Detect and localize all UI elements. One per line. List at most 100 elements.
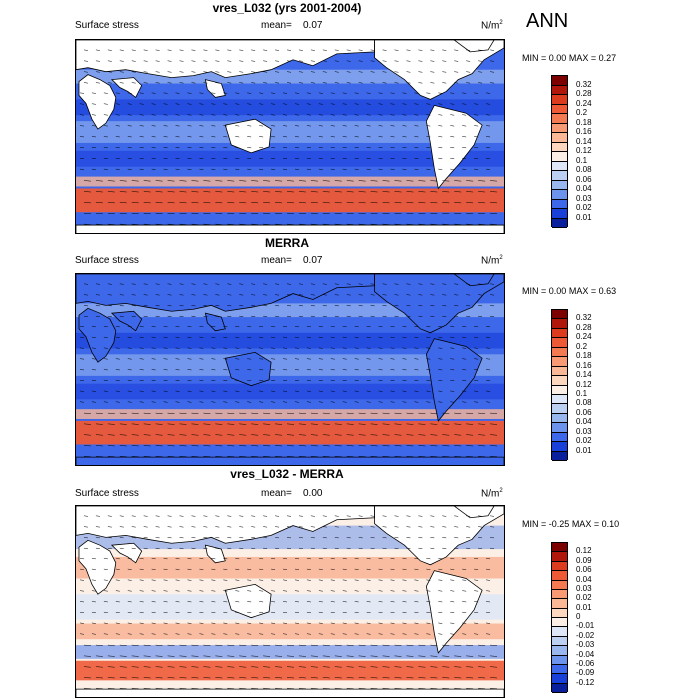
wind-vector [490,655,498,657]
wind-vector [442,191,450,193]
wind-vector [406,202,414,204]
wind-vector [366,579,371,581]
wind-vector [310,82,315,84]
wind-vector [247,590,252,592]
wind-vector [450,358,455,360]
wind-vector [322,434,330,436]
wind-vector [454,687,462,690]
wind-vector [366,390,371,392]
colorbar-tick-label: -0.06 [576,658,595,668]
wind-vector [474,125,479,127]
wind-vector [414,611,419,614]
wind-vector [318,590,323,592]
wind-vector [466,677,474,679]
wind-vector [466,537,471,539]
wind-vector [211,633,216,635]
wind-vector [115,611,120,614]
wind-vector [155,191,163,193]
wind-vector [378,125,383,127]
wind-vector [294,114,299,116]
wind-vector [462,147,467,149]
wind-vector [382,434,390,436]
wind-vector [155,666,163,668]
wind-vector [402,336,407,338]
wind-vector [426,379,431,382]
wind-vector [430,412,438,414]
wind-vector [466,223,474,225]
wind-vector [179,515,184,517]
wind-vector [414,147,419,149]
wind-vector [91,390,96,392]
wind-vector [155,305,160,307]
wind-vector [382,71,387,73]
wind-vector [486,601,491,603]
wind-vector [318,401,323,403]
wind-vector [275,666,283,668]
continent-outline [453,506,495,519]
wind-vector [199,369,204,371]
colorbar-block [552,571,567,581]
wind-vector [382,537,387,539]
wind-vector [370,315,375,317]
wind-vector [187,401,192,403]
wind-vector [298,294,303,296]
wind-vector [235,590,240,592]
wind-vector [151,558,156,560]
wind-vector [179,202,187,204]
wind-vector [155,644,163,646]
wind-vector [402,326,407,328]
wind-vector [474,369,479,371]
wind-vector [382,445,390,447]
colorbar-tick-label: 0.12 [576,146,592,155]
wind-vector [143,305,148,307]
wind-vector [370,71,375,73]
wind-vector [199,168,204,170]
wind-vector [490,60,495,62]
wind-vector [95,423,103,425]
wind-vector [486,590,491,592]
wind-vector [318,147,323,149]
wind-vector [298,677,306,679]
wind-vector [370,423,378,425]
wind-vector [342,347,347,349]
wind-vector [271,125,276,127]
wind-vector [282,326,288,328]
wind-vector [91,590,96,592]
wind-vector [239,49,244,51]
wind-vector [275,71,280,73]
wind-vector [490,82,495,84]
wind-vector [354,379,359,382]
wind-vector [282,558,288,560]
wind-vector [107,537,112,539]
contour-band [76,420,504,445]
continent-outline [76,688,504,697]
wind-vector [466,294,471,296]
wind-vector [83,191,91,193]
wind-vector [342,622,347,624]
wind-vector [406,677,414,679]
wind-vector [406,455,414,458]
panel-2-colorbar [551,309,568,461]
wind-vector [223,168,228,170]
wind-vector [478,412,486,414]
wind-vector [143,412,151,414]
wind-vector [95,180,103,182]
wind-vector [239,82,244,84]
wind-vector [223,558,228,560]
wind-vector [454,526,459,528]
wind-vector [306,568,311,570]
wind-vector [390,590,395,592]
wind-vector [438,92,443,94]
wind-vector [478,434,486,436]
continent-outline [78,74,117,130]
wind-vector [131,655,139,657]
wind-vector [271,601,276,603]
wind-vector [131,434,139,436]
wind-vector [478,71,483,73]
wind-vector [143,49,148,51]
wind-vector [83,212,91,215]
wind-vector [298,315,303,317]
colorbar-tick-label: -0.12 [576,677,595,687]
wind-vector [107,655,115,657]
wind-vector [211,347,216,349]
